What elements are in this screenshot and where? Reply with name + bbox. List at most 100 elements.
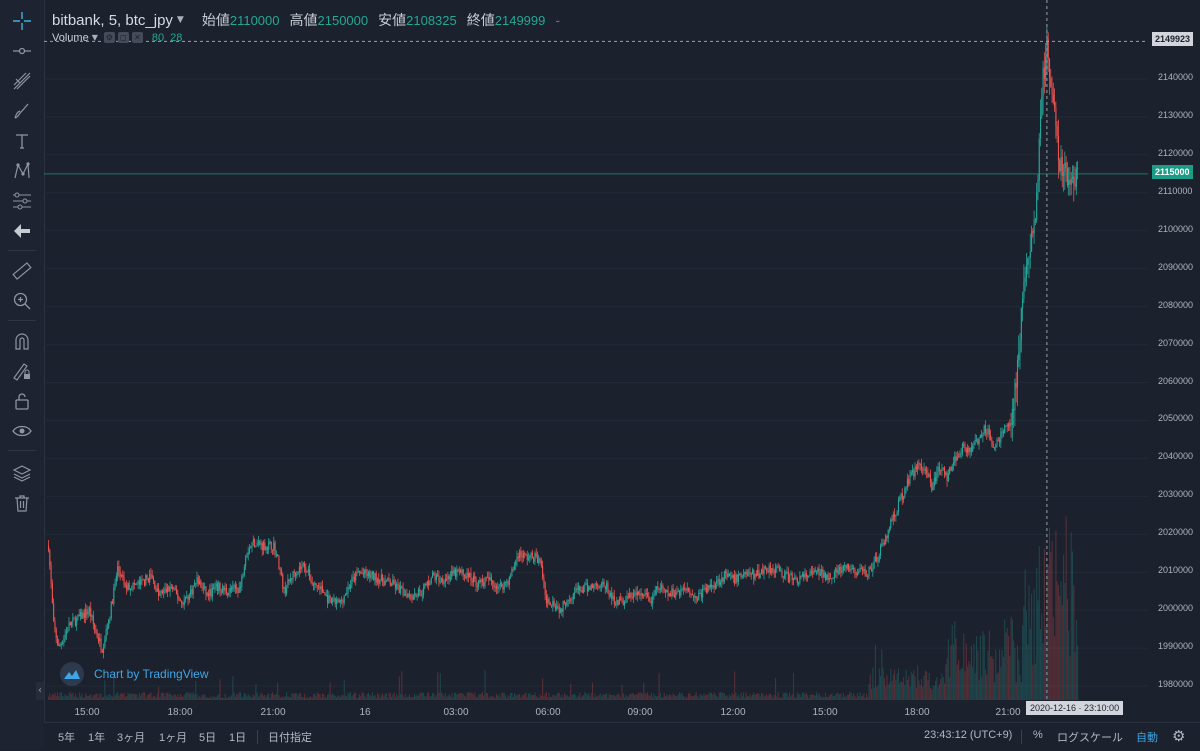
volume-bar: [758, 693, 760, 700]
goto-date-button[interactable]: 日付指定: [268, 732, 312, 744]
candle-body: [109, 618, 111, 620]
trend-line-icon[interactable]: [6, 38, 38, 64]
volume-bar: [639, 693, 641, 700]
volume-bar: [926, 671, 928, 700]
volume-bar: [993, 681, 996, 700]
volume-bar: [657, 695, 659, 700]
candle-body: [302, 563, 304, 566]
candle-body: [722, 577, 724, 582]
trash-icon[interactable]: [6, 490, 38, 516]
range-1d-button[interactable]: 1日: [229, 732, 247, 744]
volume-bar: [932, 685, 934, 700]
volume-bar: [638, 692, 640, 700]
settings-icon[interactable]: ⚙: [103, 32, 115, 43]
candle-body: [703, 589, 705, 591]
pattern-icon[interactable]: [6, 158, 38, 184]
candle-body: [222, 586, 224, 593]
volume-bar: [104, 680, 106, 700]
volume-bar: [1013, 640, 1015, 700]
price-chart[interactable]: [44, 0, 1148, 720]
tradingview-watermark[interactable]: Chart by TradingView: [60, 662, 209, 686]
range-1y-button[interactable]: 1年: [88, 732, 106, 744]
volume-bar: [528, 693, 530, 700]
prediction-icon[interactable]: [6, 188, 38, 214]
candle-body: [1025, 264, 1028, 278]
volume-bar: [854, 695, 856, 700]
range-3m-button[interactable]: 3ヶ月: [117, 732, 146, 744]
layers-icon[interactable]: [6, 460, 38, 486]
volume-bar: [785, 692, 787, 700]
ruler-icon[interactable]: [6, 258, 38, 284]
volume-bar: [891, 681, 893, 700]
volume-bar: [768, 693, 770, 700]
candle-body: [511, 569, 513, 577]
candle-body: [650, 602, 652, 604]
brush-icon[interactable]: [6, 98, 38, 124]
chevron-down-icon[interactable]: ▼: [91, 33, 98, 42]
volume-label[interactable]: Volume: [52, 31, 89, 44]
volume-bar: [297, 695, 299, 700]
volume-bar: [652, 697, 654, 700]
candle-body: [400, 586, 402, 594]
candle-body: [286, 587, 288, 594]
text-icon[interactable]: [6, 128, 38, 154]
range-5d-button[interactable]: 5日: [199, 732, 217, 744]
volume-bar: [96, 693, 98, 700]
candle-body: [181, 600, 183, 603]
candle-body: [648, 595, 650, 602]
volume-bar: [442, 693, 444, 700]
volume-bar: [238, 692, 240, 700]
volume-bar: [247, 694, 249, 700]
volume-bar: [446, 697, 448, 700]
log-scale-toggle[interactable]: ログスケール: [1057, 732, 1123, 744]
price-tick: 2040000: [1158, 451, 1194, 461]
collapse-toolbar-icon[interactable]: ‹: [36, 682, 44, 700]
percent-toggle[interactable]: %: [1033, 729, 1043, 741]
candle-body: [365, 569, 367, 574]
candle-body: [673, 595, 676, 598]
candle-body: [654, 589, 656, 595]
back-arrow-icon[interactable]: [6, 218, 38, 244]
magnet-icon[interactable]: [6, 328, 38, 354]
candle-body: [835, 568, 837, 572]
volume-bar: [295, 692, 297, 700]
volume-bar: [533, 694, 535, 700]
price-axis[interactable]: 2140000 2130000 2120000 2110000 2100000 …: [1148, 0, 1200, 720]
volume-bar: [270, 693, 272, 700]
candle-body: [163, 590, 165, 594]
volume-bar: [461, 692, 463, 700]
chevron-down-icon[interactable]: ▼: [176, 15, 184, 25]
lock-drawing-icon[interactable]: [6, 358, 38, 384]
volume-bar: [127, 692, 129, 700]
volume-bar: [909, 686, 911, 700]
candle-body: [545, 594, 548, 604]
range-5y-button[interactable]: 5年: [58, 732, 76, 744]
hide-icon[interactable]: ◻: [117, 32, 129, 43]
candle-body: [242, 574, 244, 577]
auto-scale-toggle[interactable]: 自動: [1136, 732, 1158, 744]
zoom-in-icon[interactable]: [6, 288, 38, 314]
volume-bar: [629, 693, 631, 700]
pitchfork-icon[interactable]: [6, 68, 38, 94]
candle-body: [958, 456, 960, 458]
symbol-name[interactable]: bitbank, 5, btc_jpy: [52, 11, 173, 29]
volume-bar: [1054, 636, 1056, 700]
volume-bar: [320, 697, 322, 700]
close-icon[interactable]: ✕: [131, 32, 143, 43]
range-1m-button[interactable]: 1ヶ月: [159, 732, 188, 744]
clock[interactable]: 23:43:12 (UTC+9): [924, 729, 1013, 741]
volume-bar: [451, 693, 453, 700]
volume-bar: [178, 697, 180, 700]
volume-bar: [118, 695, 120, 700]
candle-body: [476, 585, 478, 587]
candle-body: [616, 600, 618, 605]
gear-icon[interactable]: ⚙: [1172, 727, 1186, 745]
lock-icon[interactable]: [6, 388, 38, 414]
volume-bar: [515, 694, 517, 700]
volume-bar: [298, 692, 300, 700]
volume-bar: [71, 694, 73, 700]
eye-icon[interactable]: [6, 418, 38, 444]
candle-body: [1011, 408, 1013, 425]
volume-bar: [219, 679, 221, 700]
crosshair-icon[interactable]: [6, 8, 38, 34]
